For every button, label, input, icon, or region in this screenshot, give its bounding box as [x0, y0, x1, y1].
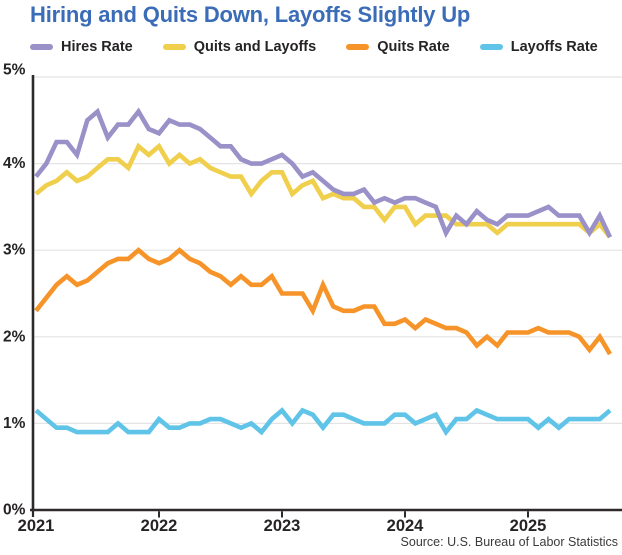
chart-title: Hiring and Quits Down, Layoffs Slightly …	[30, 2, 471, 27]
hires-rate-swatch-icon	[30, 44, 53, 50]
legend-label-layoffs-rate: Layoffs Rate	[510, 39, 598, 55]
quits-and-layoffs-swatch-icon	[162, 44, 186, 50]
y-tick-label: 0%	[3, 502, 26, 519]
x-tick-label: 2021	[18, 517, 55, 535]
legend: Hires Rate Quits and Layoffs Quits Rate …	[30, 38, 598, 56]
x-tick-label: 2024	[387, 517, 425, 535]
source-attribution: Source: U.S. Bureau of Labor Statistics	[400, 535, 618, 549]
series-quits-and-layoffs-line	[34, 142, 612, 239]
series-hires-rate-line	[34, 107, 613, 239]
legend-label-quits-and-layoffs: Quits and Layoffs	[193, 39, 317, 55]
legend-label-quits-rate: Quits Rate	[377, 39, 450, 55]
y-tick-label: 1%	[3, 415, 26, 432]
legend-item-hires-rate: Hires Rate	[30, 39, 133, 55]
x-tick-label: 2022	[141, 517, 178, 535]
y-tick-label: 2%	[3, 328, 26, 345]
y-tick-label: 3%	[3, 242, 26, 259]
series-quits-rate-line	[34, 247, 612, 356]
quits-rate-swatch-icon	[346, 44, 370, 50]
x-tick-label: 2023	[264, 517, 301, 535]
legend-item-quits-rate: Quits Rate	[346, 39, 450, 55]
series-layoffs-rate-line	[34, 407, 612, 437]
layoffs-rate-swatch-icon	[479, 44, 503, 50]
x-tick-label: 2025	[510, 517, 547, 535]
y-tick-label: 4%	[3, 155, 26, 172]
legend-item-quits-and-layoffs: Quits and Layoffs	[162, 39, 317, 55]
legend-item-layoffs-rate: Layoffs Rate	[479, 39, 598, 55]
y-tick-label: 5%	[3, 62, 26, 79]
legend-label-hires-rate: Hires Rate	[61, 39, 133, 55]
